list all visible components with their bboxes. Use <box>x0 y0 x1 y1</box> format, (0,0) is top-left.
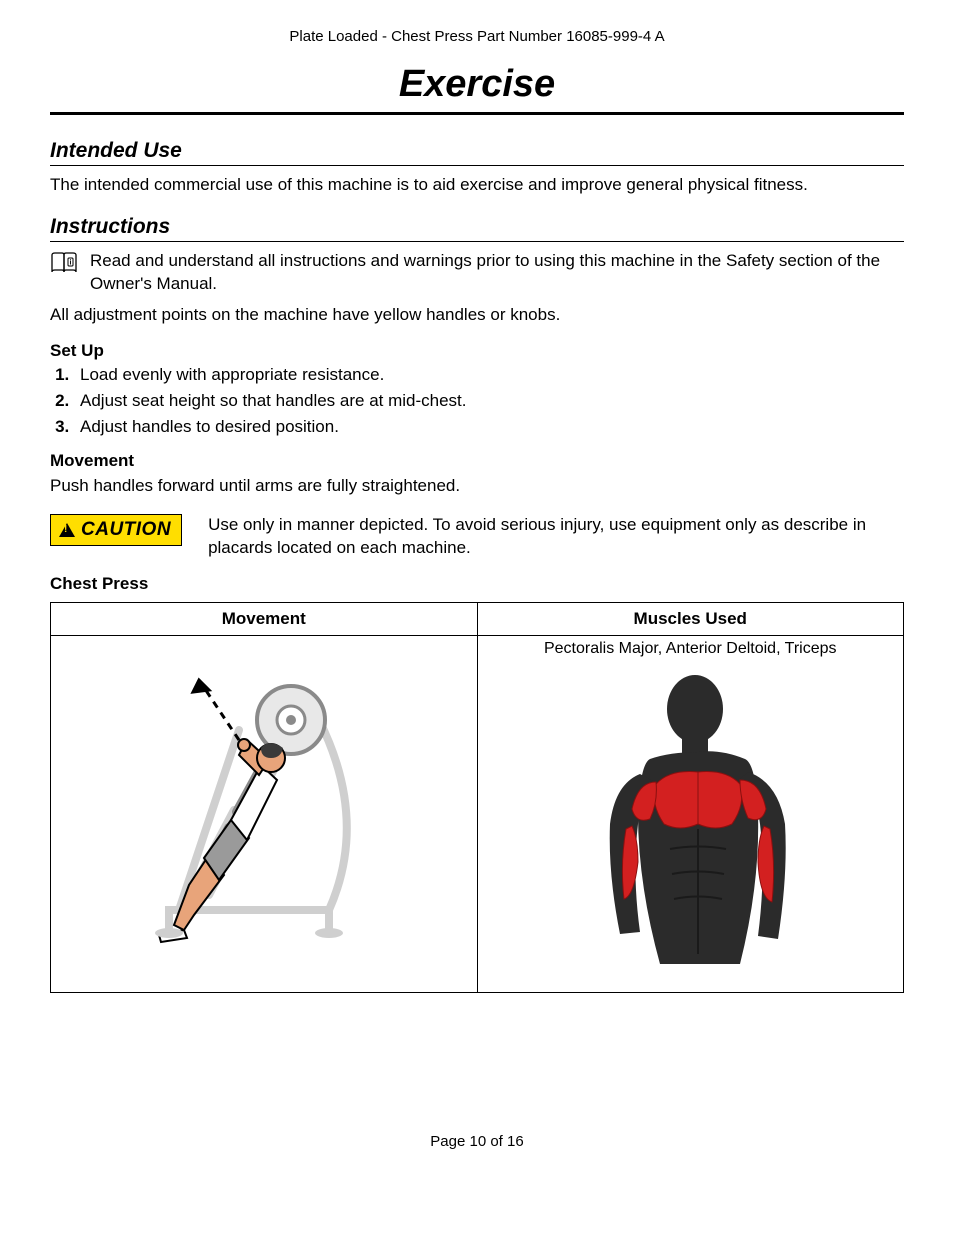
col-header-movement: Movement <box>51 602 478 635</box>
caution-text: Use only in manner depicted. To avoid se… <box>208 514 904 560</box>
svg-text:i: i <box>70 259 72 266</box>
list-item: Adjust seat height so that handles are a… <box>74 391 904 411</box>
manual-note-text: Read and understand all instructions and… <box>90 250 904 296</box>
muscles-cell: Pectoralis Major, Anterior Deltoid, Tric… <box>477 635 904 992</box>
intended-use-text: The intended commercial use of this mach… <box>50 174 904 197</box>
table-row: Movement Muscles Used <box>51 602 904 635</box>
heading-intended-use: Intended Use <box>50 139 904 166</box>
list-item: Adjust handles to desired position. <box>74 417 904 437</box>
exercise-table: Movement Muscles Used <box>50 602 904 993</box>
warning-triangle-icon <box>59 523 75 537</box>
list-item: Load evenly with appropriate resistance. <box>74 365 904 385</box>
muscles-text: Pectoralis Major, Anterior Deltoid, Tric… <box>486 640 896 658</box>
page-footer: Page 10 of 16 <box>50 1133 904 1150</box>
caution-label: CAUTION <box>81 519 171 541</box>
caution-badge: CAUTION <box>50 514 182 546</box>
col-header-muscles: Muscles Used <box>477 602 904 635</box>
book-info-icon: i <box>50 252 78 279</box>
table-row: Pectoralis Major, Anterior Deltoid, Tric… <box>51 635 904 992</box>
adjustment-text: All adjustment points on the machine hav… <box>50 304 904 327</box>
exercise-name: Chest Press <box>50 574 904 594</box>
caution-row: CAUTION Use only in manner depicted. To … <box>50 514 904 560</box>
setup-steps-list: Load evenly with appropriate resistance.… <box>50 365 904 437</box>
movement-cell <box>51 635 478 992</box>
manual-note-row: i Read and understand all instructions a… <box>50 250 904 296</box>
heading-instructions: Instructions <box>50 215 904 242</box>
movement-text: Push handles forward until arms are full… <box>50 475 904 498</box>
heading-movement: Movement <box>50 451 904 471</box>
page-title: Exercise <box>50 63 904 115</box>
page-header: Plate Loaded - Chest Press Part Number 1… <box>50 28 904 45</box>
movement-diagram <box>119 640 409 950</box>
anatomy-diagram <box>560 664 820 984</box>
heading-setup: Set Up <box>50 341 904 361</box>
